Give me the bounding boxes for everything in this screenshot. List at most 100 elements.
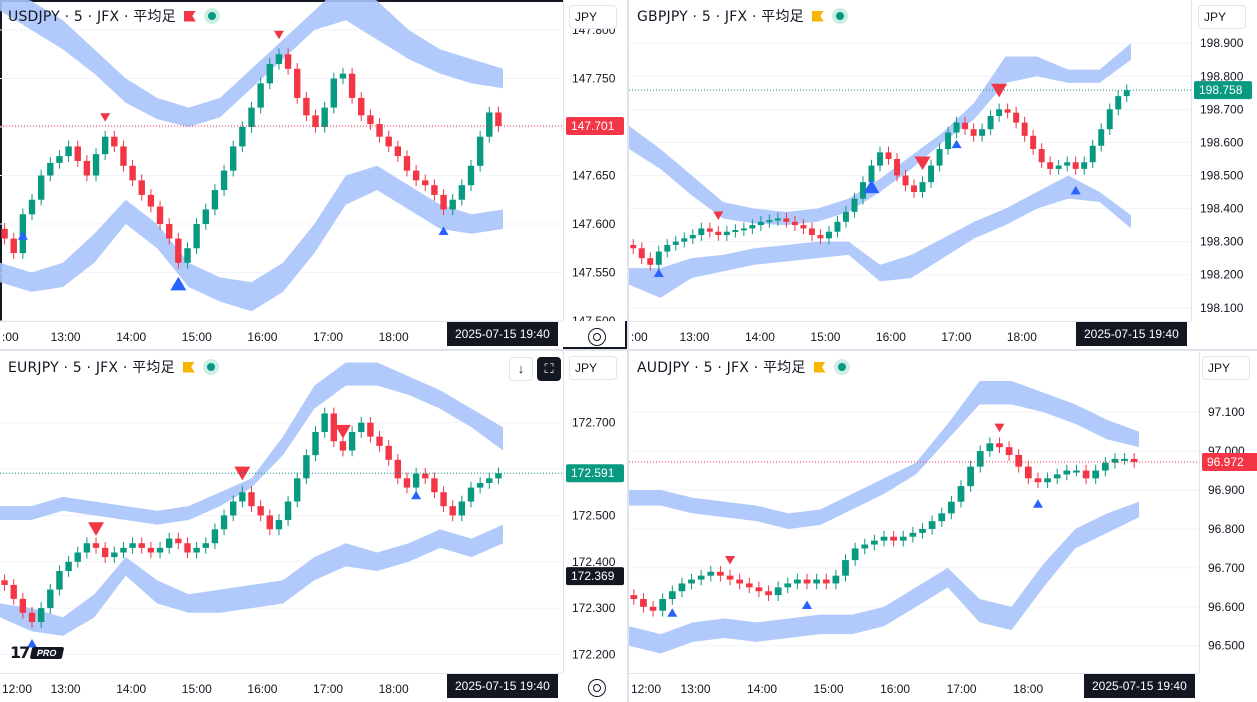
price-tick-label: 198.100 [1200, 301, 1244, 315]
candle-body [1021, 122, 1028, 136]
buy-signal-arrow [27, 639, 38, 648]
candle-body [832, 575, 840, 584]
chart-panel-eurjpy[interactable]: EURJPY · 5 · JFX · 平均足 ↓ ⛶ JPY 172.700 17… [0, 351, 627, 702]
candle-body [938, 513, 946, 522]
candle-body [794, 579, 801, 584]
lower-band [629, 175, 1131, 298]
price-tick-label: 147.650 [572, 169, 616, 183]
currency-button[interactable]: JPY [1202, 356, 1250, 380]
chart-panel-gbpjpy[interactable]: GBPJPY · 5 · JFX · 平均足 JPY 198.900 198.80… [629, 0, 1257, 349]
candle-body [911, 185, 918, 193]
candle-body [899, 536, 907, 541]
time-tick-label: 16:00 [880, 682, 910, 696]
candle-body [842, 560, 849, 576]
candle-body [239, 492, 246, 502]
candle-body [689, 235, 696, 239]
settings-gear-icon[interactable] [588, 679, 606, 697]
candle-body [1004, 109, 1011, 113]
candle-body [28, 612, 36, 623]
candle-body [1053, 474, 1061, 479]
candle-body [129, 543, 136, 548]
chart-plot-area[interactable] [629, 351, 1199, 673]
candle-body [1, 580, 8, 585]
candle-body [83, 543, 91, 553]
symbol-title[interactable]: USDJPY · 5 · JFX · 平均足 [8, 9, 176, 25]
candle-body [755, 587, 763, 592]
candle-body [1082, 470, 1090, 479]
time-tick-label: 16:00 [247, 682, 277, 696]
price-axis[interactable]: 198.900 198.800 198.700 198.600 198.500 198.4… [1191, 0, 1255, 321]
time-tick-label: 14:00 [747, 682, 777, 696]
chart-panel-usdjpy[interactable]: USDJPY · 5 · JFX · 平均足 JPY 147.800 147.75… [0, 0, 627, 349]
flag-icon[interactable] [182, 361, 195, 373]
candle-body [890, 536, 897, 541]
price-tick-label: 198.800 [1200, 69, 1244, 83]
upper-band [0, 362, 503, 525]
symbol-title[interactable]: AUDJPY · 5 · JFX · 平均足 [637, 360, 806, 376]
candle-body [275, 54, 283, 64]
symbol-title[interactable]: EURJPY · 5 · JFX · 平均足 [8, 360, 175, 376]
flag-icon[interactable] [813, 361, 826, 373]
chart-plot-area[interactable] [0, 0, 563, 321]
candle-body [1073, 470, 1080, 473]
current-price-label: 198.758 [1199, 83, 1243, 97]
candle-body [330, 78, 338, 108]
candle-body [449, 199, 456, 210]
sell-signal-arrow [100, 113, 111, 122]
upper-band [0, 0, 503, 127]
candle-body [649, 606, 657, 611]
lower-band [629, 501, 1139, 654]
candle-body [986, 443, 994, 452]
chart-plot-area[interactable] [0, 351, 563, 673]
candle-body [1115, 96, 1122, 110]
candle-body [422, 473, 429, 479]
candle-body [1013, 112, 1020, 123]
candle-body [668, 591, 676, 600]
candle-body [275, 520, 283, 530]
candle-body [147, 194, 155, 207]
price-axis[interactable]: 97.10097.00096.90096.80096.70096.60096.5… [1199, 351, 1257, 673]
candle-body [184, 543, 191, 553]
symbol-title[interactable]: GBPJPY · 5 · JFX · 平均足 [637, 9, 804, 25]
sell-signal-arrow [334, 424, 351, 439]
candle-body [101, 136, 109, 155]
chart-plot-area[interactable] [629, 0, 1191, 321]
sell-signal-arrow [88, 522, 105, 536]
candle-body [765, 591, 772, 596]
price-axis[interactable]: 172.700172.600172.500172.400172.300172.2… [563, 351, 627, 673]
logo-mark: 17 [10, 643, 30, 662]
candle-body [28, 199, 36, 215]
buy-signal-arrow [411, 490, 422, 500]
flag-icon[interactable] [811, 10, 824, 22]
candle-body [385, 136, 392, 147]
candle-body [1098, 129, 1105, 146]
chart-panel-audjpy[interactable]: AUDJPY · 5 · JFX · 平均足 JPY 97.100 97.000 9… [629, 351, 1257, 702]
candle-body [659, 599, 667, 611]
buy-signal-arrow [667, 608, 678, 617]
flag-icon[interactable] [183, 10, 196, 22]
candle-body [783, 218, 790, 222]
currency-button[interactable]: JPY [569, 5, 617, 29]
currency-button[interactable]: JPY [569, 356, 617, 380]
candle-body [65, 561, 72, 572]
price-tick-label: 198.300 [1200, 235, 1244, 249]
current-price-badge [1202, 452, 1257, 471]
candle-body [1, 228, 8, 239]
tradingview-logo: 17 PRO [10, 643, 65, 662]
download-button[interactable]: ↓ [509, 357, 533, 381]
candle-body [266, 63, 273, 84]
candle-body [698, 228, 705, 236]
fullscreen-button[interactable]: ⛶ [537, 357, 561, 381]
upper-band [629, 43, 1131, 226]
settings-gear-icon[interactable] [588, 328, 606, 346]
panel-divider-horizontal[interactable] [0, 349, 1257, 351]
candle-body [211, 529, 219, 544]
candle-body [303, 455, 310, 479]
candle-body [1111, 458, 1119, 463]
price-tick-label: 147.550 [572, 266, 616, 280]
panel-divider-vertical[interactable] [627, 0, 629, 702]
candle-body [919, 182, 926, 193]
price-axis[interactable]: 147.800147.750147.700147.650147.600147.5… [563, 0, 627, 321]
currency-button[interactable]: JPY [1198, 5, 1246, 29]
candle-body [928, 521, 936, 529]
